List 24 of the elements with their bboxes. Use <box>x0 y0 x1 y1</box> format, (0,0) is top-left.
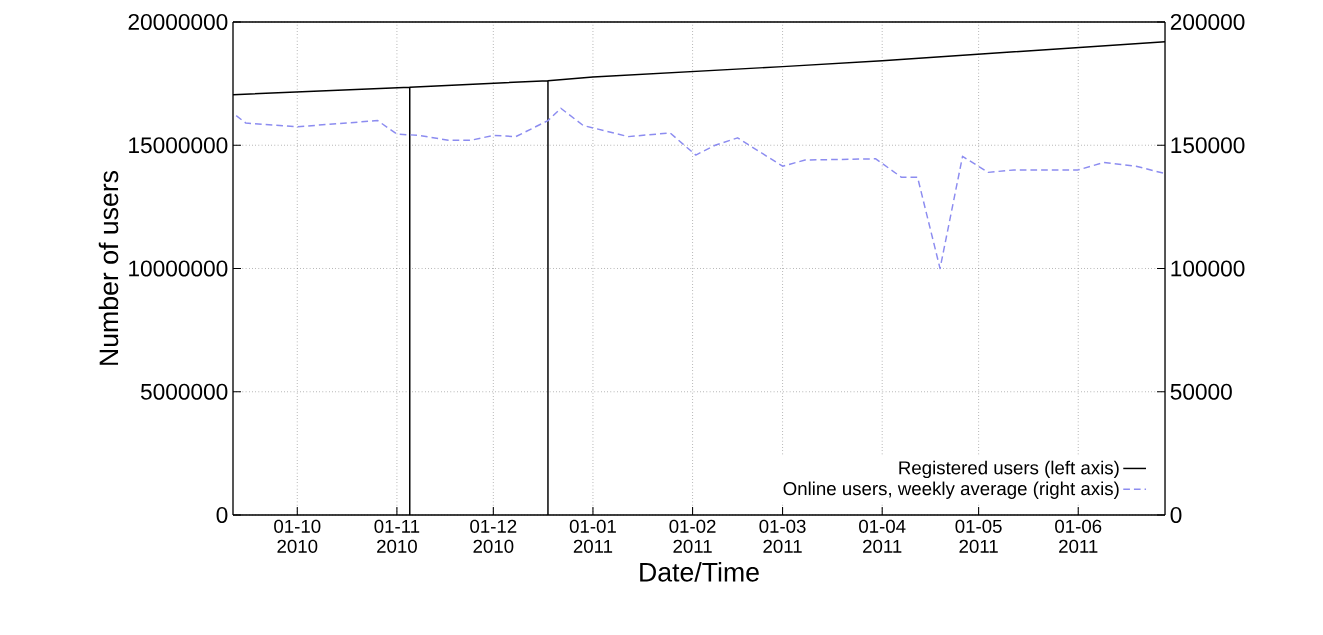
y2-tick-label: 100000 <box>1171 260 1245 277</box>
x-axis-title: Date/Time <box>640 562 759 582</box>
y2-tick-label: 0 <box>1170 506 1182 524</box>
x-tick-label: 01-05 2011 <box>955 519 1002 553</box>
y-tick-label: 5000000 <box>140 383 228 400</box>
y2-tick-label: 50000 <box>1170 383 1232 400</box>
y-tick-label: 0 <box>216 506 228 524</box>
x-tick-label: 01-12 2010 <box>470 519 517 553</box>
x-tick-label: 01-04 2011 <box>859 519 906 553</box>
x-tick-label: 01-06 2011 <box>1055 519 1102 553</box>
x-tick-label: 01-02 2011 <box>669 519 716 553</box>
y-tick-label: 10000000 <box>129 260 228 277</box>
y2-tick-label: 200000 <box>1170 13 1245 31</box>
line-series <box>235 107 1166 270</box>
x-tick-label: 01-03 2011 <box>759 519 806 553</box>
y-tick-label: 15000000 <box>129 137 228 154</box>
x-tick-label: 01-11 2010 <box>374 519 420 553</box>
y-axis-title: Number of users <box>98 170 119 365</box>
x-tick-label: 01-10 2010 <box>274 519 321 553</box>
legend-label: Registered users (left axis) <box>899 460 1119 479</box>
y2-tick-label: 150000 <box>1171 137 1245 154</box>
x-tick-label: 01-01 2011 <box>569 519 616 553</box>
legend-label: Online users, weekly average (right axis) <box>783 481 1119 499</box>
y-tick-label: 20000000 <box>128 13 228 31</box>
